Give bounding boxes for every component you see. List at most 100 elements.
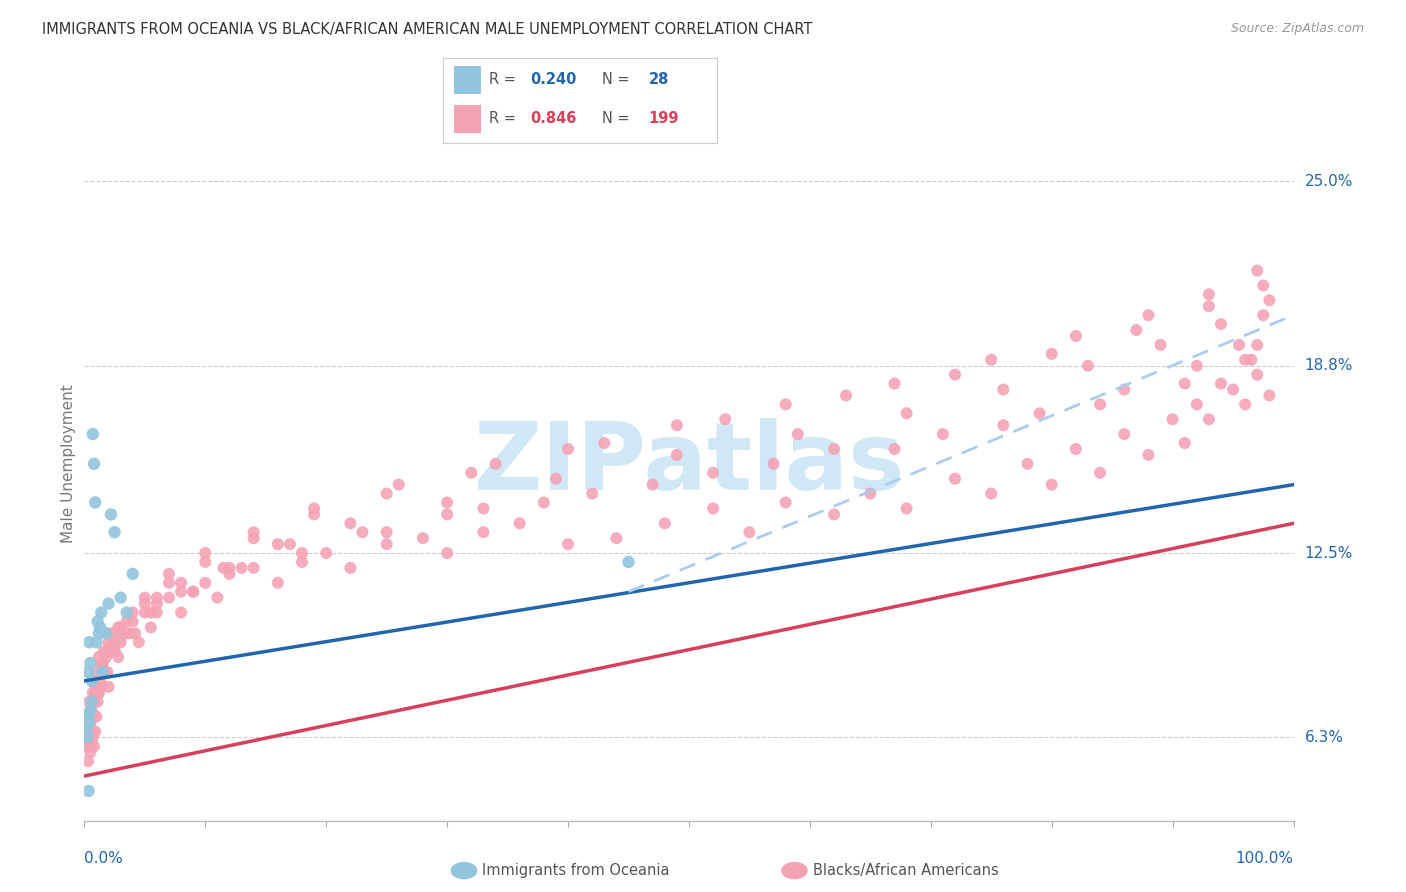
Point (77, 715, 100, 730)
Point (80, 724, 103, 739)
Point (80, 673, 103, 688)
Point (76, 731, 98, 745)
Y-axis label: Male Unemployment: Male Unemployment (60, 384, 76, 543)
Point (212, 561, 235, 575)
Point (943, 472, 966, 486)
Point (76, 724, 98, 739)
Text: 199: 199 (648, 112, 679, 127)
Point (146, 597, 169, 611)
Bar (454, 105, 481, 133)
Point (157, 575, 180, 590)
Point (100, 508, 122, 522)
Point (1114, 427, 1136, 442)
Point (121, 566, 143, 581)
Point (436, 508, 458, 522)
Point (115, 615, 138, 629)
Point (291, 546, 314, 560)
Point (702, 466, 724, 480)
Point (104, 525, 127, 540)
Point (302, 508, 325, 522)
Point (352, 525, 374, 540)
Point (89, 620, 111, 634)
Point (472, 525, 495, 540)
Point (654, 516, 676, 531)
Point (1174, 436, 1197, 450)
Point (1064, 442, 1087, 456)
Text: 12.5%: 12.5% (1305, 546, 1353, 560)
Point (124, 626, 146, 640)
Point (87, 650, 110, 665)
Point (1222, 383, 1244, 397)
Point (665, 418, 688, 433)
Point (91, 665, 114, 679)
Point (1246, 338, 1268, 352)
Point (170, 584, 193, 599)
Point (139, 606, 162, 620)
Point (134, 591, 156, 605)
Point (87, 626, 110, 640)
Point (267, 537, 290, 551)
Text: 18.8%: 18.8% (1305, 359, 1353, 373)
Text: 28: 28 (648, 71, 669, 87)
Point (1198, 287, 1220, 301)
Point (436, 546, 458, 560)
Text: 0.846: 0.846 (530, 112, 576, 127)
Point (943, 368, 966, 382)
Point (157, 591, 180, 605)
Point (79, 704, 101, 718)
Point (291, 555, 314, 569)
Point (1234, 352, 1257, 367)
Point (932, 427, 955, 442)
Point (86, 635, 108, 649)
Point (1137, 308, 1160, 322)
Point (1114, 383, 1136, 397)
Point (107, 620, 129, 634)
Point (86, 665, 108, 679)
Point (1251, 308, 1274, 322)
Point (1198, 299, 1220, 313)
Point (79, 715, 101, 730)
Point (104, 635, 127, 649)
Point (83, 709, 105, 723)
Point (86, 695, 108, 709)
Point (77, 635, 100, 649)
Point (80, 704, 103, 718)
Point (157, 566, 180, 581)
Point (77, 754, 100, 768)
Point (87, 686, 110, 700)
Point (883, 442, 905, 456)
Point (835, 388, 858, 402)
Point (339, 516, 361, 531)
Point (1064, 329, 1087, 343)
Point (77, 709, 100, 723)
Text: 0.240: 0.240 (530, 71, 576, 87)
Point (86, 709, 108, 723)
Point (1028, 406, 1050, 420)
Point (617, 555, 640, 569)
Point (79, 745, 101, 759)
Point (896, 501, 918, 516)
Point (388, 477, 411, 491)
Point (80, 709, 103, 723)
Point (1040, 347, 1063, 361)
Point (883, 376, 905, 391)
Point (77, 724, 100, 739)
Point (86, 680, 108, 694)
Point (302, 501, 325, 516)
Point (194, 546, 217, 560)
Point (1258, 293, 1281, 308)
Text: 0.0%: 0.0% (84, 851, 124, 866)
Point (375, 537, 398, 551)
Point (242, 561, 264, 575)
Point (714, 412, 737, 426)
Point (665, 448, 688, 462)
Text: 25.0%: 25.0% (1305, 174, 1353, 189)
Point (242, 531, 264, 545)
Text: IMMIGRANTS FROM OCEANIA VS BLACK/AFRICAN AMERICAN MALE UNEMPLOYMENT CORRELATION : IMMIGRANTS FROM OCEANIA VS BLACK/AFRICAN… (42, 22, 813, 37)
Text: R =: R = (489, 112, 516, 127)
Point (1209, 317, 1232, 331)
Point (1185, 359, 1208, 373)
Point (110, 635, 132, 649)
Point (1251, 278, 1274, 293)
Point (544, 472, 567, 486)
